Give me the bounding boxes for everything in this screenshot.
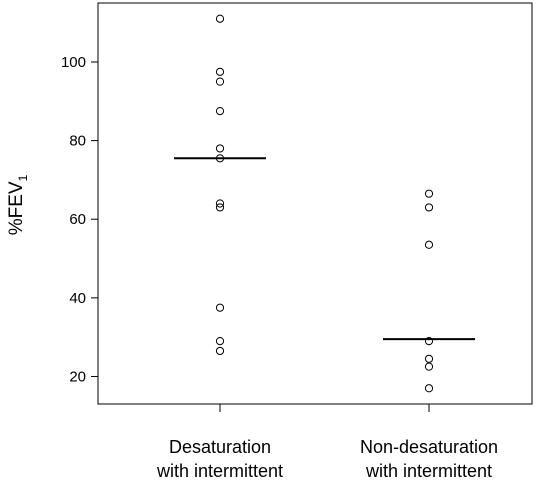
plot-border — [97, 2, 533, 405]
x-category-label-line1: Non-desaturation — [360, 437, 498, 457]
data-point — [424, 240, 434, 249]
y-tick-label: 100 — [61, 54, 86, 71]
y-tick-label: 20 — [69, 368, 86, 385]
y-axis: 20 40 60 80 100 — [61, 54, 98, 385]
data-point — [424, 354, 434, 363]
x-category-label-line2: with intermittent — [156, 461, 283, 481]
data-point — [424, 336, 434, 346]
data-point — [424, 189, 434, 198]
data-point — [424, 203, 434, 212]
y-axis-label: %FEV1 — [6, 174, 30, 235]
data-point — [424, 384, 434, 393]
median-lines — [174, 157, 475, 341]
data-point — [215, 336, 225, 346]
data-point — [215, 203, 225, 212]
x-category-label-line2: with intermittent — [365, 461, 492, 481]
plot-frame — [97, 2, 533, 405]
data-point — [215, 199, 225, 208]
data-point — [424, 362, 434, 371]
data-point — [215, 77, 225, 86]
data-point — [215, 346, 225, 356]
data-point — [215, 14, 225, 23]
data-point — [215, 67, 225, 76]
y-axis-label-subscript: 1 — [16, 174, 30, 181]
x-category-label-line1: Desaturation — [169, 437, 271, 457]
x-axis: Desaturation with intermittent Non-desatur… — [156, 404, 498, 481]
data-point — [215, 144, 225, 153]
y-axis-label-main: %FEV — [6, 181, 27, 235]
data-points — [215, 14, 434, 393]
data-point — [215, 303, 225, 312]
y-tick-label: 80 — [69, 133, 86, 150]
data-point — [215, 107, 225, 116]
y-tick-label: 60 — [69, 211, 86, 228]
y-tick-label: 40 — [69, 290, 86, 307]
